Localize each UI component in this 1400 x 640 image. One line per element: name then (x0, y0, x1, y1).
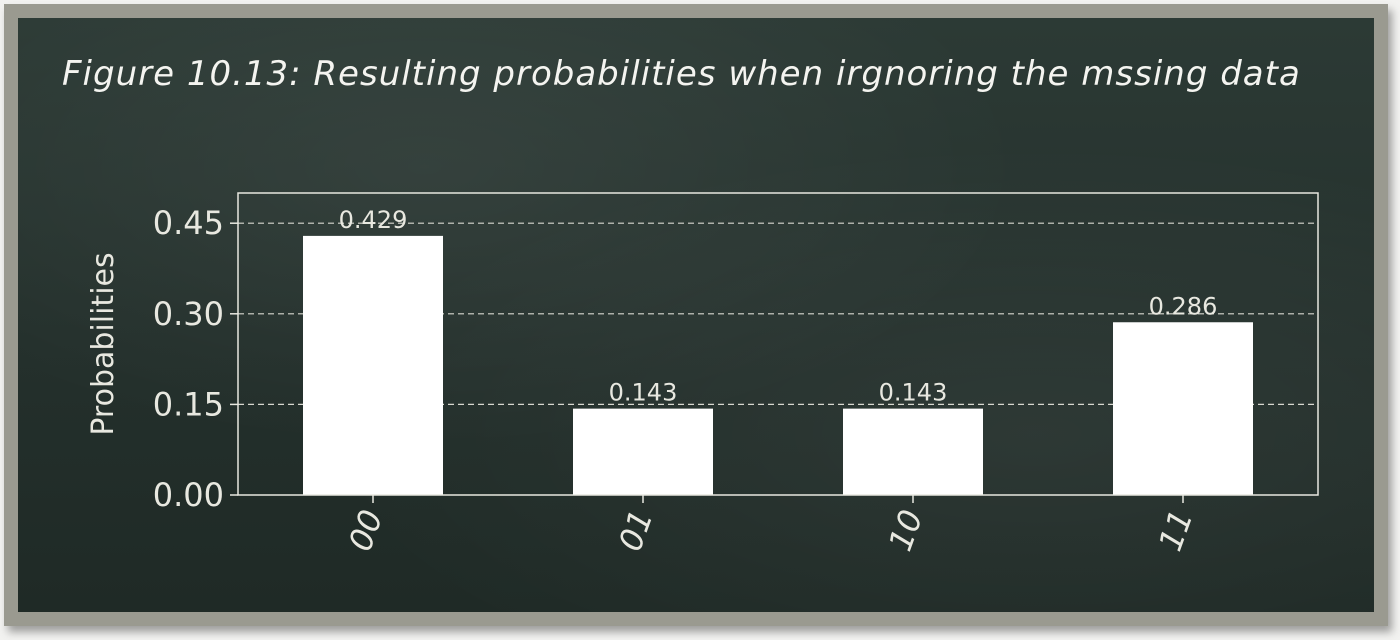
y-tick-label: 0.30 (153, 295, 224, 333)
bars (303, 235, 1253, 495)
value-label-01: 0.143 (609, 379, 678, 407)
y-tick-label: 0.45 (153, 204, 224, 242)
value-label-00: 0.429 (339, 206, 408, 234)
x-tick-label-11: 11 (1151, 505, 1201, 556)
y-axis-ticks: 0.00 0.15 0.30 0.45 (153, 204, 238, 514)
y-tick-label: 0.00 (153, 476, 224, 514)
value-label-10: 0.143 (879, 379, 948, 407)
x-axis-ticks: 00 01 10 11 (341, 495, 1201, 556)
chalkboard: Figure 10.13: Resulting probabilities wh… (18, 18, 1374, 612)
x-tick-label-01: 01 (611, 505, 661, 556)
figure-title: Figure 10.13: Resulting probabilities wh… (62, 54, 1301, 94)
x-tick-label-00: 00 (341, 505, 391, 556)
bar-11 (1113, 322, 1253, 495)
bar-00 (303, 235, 443, 495)
probability-bar-chart: 0.429 0.143 0.143 0.286 0.00 0.15 0.30 0.45 00… (86, 192, 1319, 556)
bar-01 (573, 408, 713, 495)
x-tick-label-10: 10 (881, 505, 931, 556)
plot-frame (237, 192, 1319, 496)
value-label-11: 0.286 (1149, 292, 1218, 320)
value-labels: 0.429 0.143 0.143 0.286 (339, 206, 1218, 407)
y-axis-label: Probabilities (86, 252, 121, 435)
y-tick-label: 0.15 (153, 385, 224, 423)
chalkboard-frame: Figure 10.13: Resulting probabilities wh… (4, 4, 1388, 626)
bar-10 (843, 408, 983, 495)
